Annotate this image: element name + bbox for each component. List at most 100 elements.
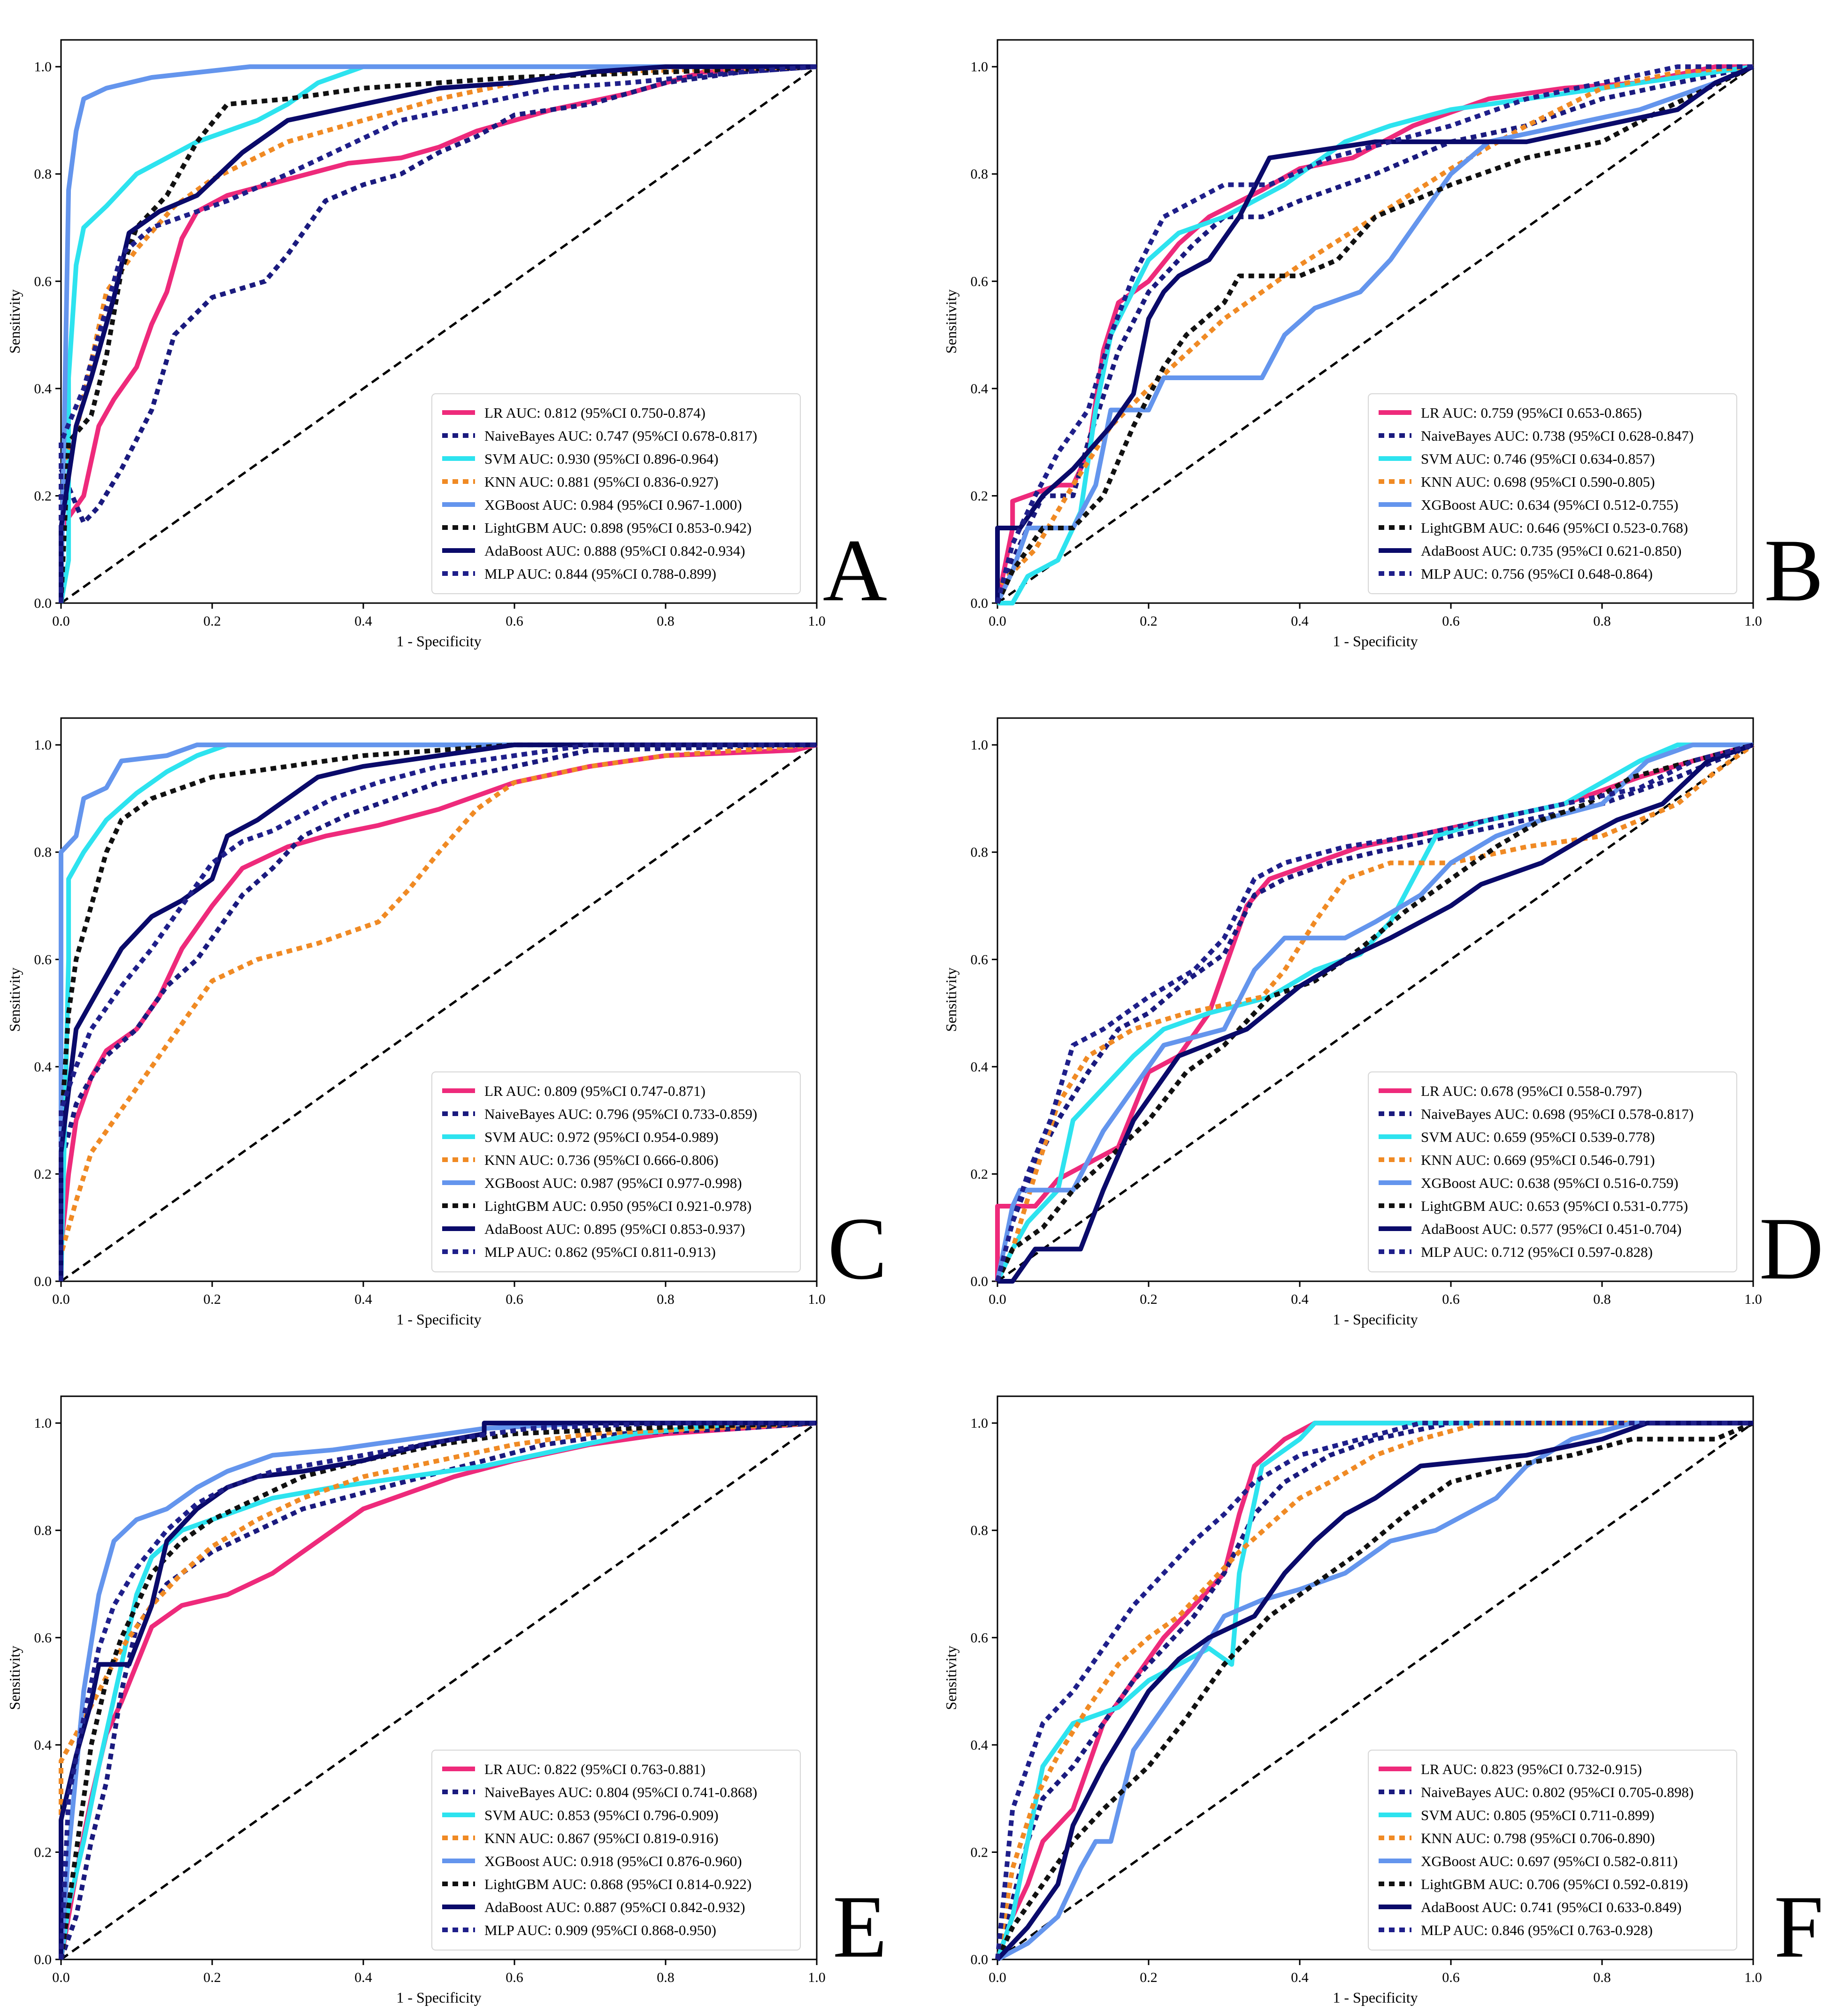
x-tick-label: 0.6	[506, 613, 523, 629]
x-tick-label: 0.0	[989, 1292, 1006, 1307]
x-tick-label: 0.8	[1593, 613, 1611, 629]
roc-curve-xgboost	[59, 1421, 817, 1960]
legend-entry: NaiveBayes AUC: 0.802 (95%CI 0.705-0.898…	[1421, 1784, 1694, 1800]
x-tick-label: 0.0	[52, 1292, 70, 1307]
legend: LR AUC: 0.809 (95%CI 0.747-0.871) NaiveBa…	[431, 1071, 801, 1272]
legend-entry: KNN AUC: 0.881 (95%CI 0.836-0.927)	[484, 474, 719, 490]
x-axis-label: 1 - Specificity	[396, 1311, 481, 1328]
panel-letter: E	[833, 1878, 887, 1976]
y-tick-label: 0.8	[34, 845, 52, 860]
y-tick-label: 0.0	[34, 596, 52, 611]
legend-box	[1368, 393, 1737, 594]
roc-curve-lightgbm	[59, 64, 817, 604]
legend-entry: AdaBoost AUC: 0.887 (95%CI 0.842-0.932)	[484, 1899, 745, 1915]
roc-curve-adaboost	[59, 742, 817, 1281]
roc-panel-f: 0.0 0.2 0.4 0.6 0.8 1.0 0.0 0.2 0.4 0.6 0.8 1.0 1 - …	[943, 1395, 1824, 2006]
roc-curve-lightgbm	[995, 64, 1755, 604]
x-tick-label: 1.0	[1744, 1292, 1762, 1307]
legend-entry: SVM AUC: 0.972 (95%CI 0.954-0.989)	[484, 1129, 719, 1145]
chance-diagonal	[997, 66, 1754, 604]
legend-entry: MLP AUC: 0.846 (95%CI 0.763-0.928)	[1421, 1922, 1653, 1938]
x-tick-label: 0.0	[989, 613, 1006, 629]
roc-curve-lr	[59, 742, 818, 1281]
legend-entry: LR AUC: 0.759 (95%CI 0.653-0.865)	[1421, 405, 1642, 421]
y-tick-label: 0.8	[34, 167, 52, 182]
roc-curve-knn	[995, 64, 1754, 603]
x-tick-label: 0.2	[1140, 1970, 1158, 1985]
legend-entry: XGBoost AUC: 0.634 (95%CI 0.512-0.755)	[1421, 497, 1679, 513]
y-tick-label: 0.4	[34, 381, 52, 397]
legend-entry: MLP AUC: 0.844 (95%CI 0.788-0.899)	[484, 566, 716, 582]
roc-curve-adaboost	[59, 64, 817, 603]
y-tick-label: 0.2	[971, 1844, 989, 1860]
roc-curve-mlp	[995, 742, 1754, 1282]
plot-frame	[997, 717, 1754, 1282]
legend-entry: LightGBM AUC: 0.868 (95%CI 0.814-0.922)	[484, 1876, 751, 1892]
roc-curve-lr	[995, 1421, 1753, 1960]
legend-box	[431, 1750, 801, 1951]
legend-entry: NaiveBayes AUC: 0.747 (95%CI 0.678-0.817…	[484, 428, 757, 444]
roc-curve-knn	[59, 742, 817, 1281]
y-axis-label: Sensitivity	[943, 968, 959, 1032]
x-tick-label: 0.6	[1442, 1970, 1460, 1985]
legend: LR AUC: 0.678 (95%CI 0.558-0.797) NaiveBa…	[1368, 1071, 1737, 1272]
x-tick-label: 0.6	[1442, 1292, 1460, 1307]
x-tick-label: 0.8	[657, 613, 675, 629]
roc-curve-naivebayes	[59, 64, 817, 603]
y-tick-label: 0.8	[971, 1523, 989, 1538]
roc-panel-c: 0.0 0.2 0.4 0.6 0.8 1.0 0.0 0.2 0.4 0.6 0.8 1.0 1 - …	[6, 717, 887, 1328]
legend-entry: MLP AUC: 0.712 (95%CI 0.597-0.828)	[1421, 1244, 1653, 1260]
roc-curve-svm	[995, 1421, 1753, 1960]
x-tick-label: 0.0	[52, 613, 70, 629]
legend-box	[1368, 1750, 1737, 1951]
chance-diagonal	[997, 744, 1754, 1283]
roc-panel-d: 0.0 0.2 0.4 0.6 0.8 1.0 0.0 0.2 0.4 0.6 0.8 1.0 1 - …	[943, 717, 1824, 1328]
roc-curve-naivebayes	[995, 1421, 1753, 1960]
legend-entry: KNN AUC: 0.736 (95%CI 0.666-0.806)	[484, 1152, 719, 1168]
chance-diagonal	[60, 1422, 818, 1961]
legend-entry: SVM AUC: 0.746 (95%CI 0.634-0.857)	[1421, 451, 1655, 467]
roc-curve-mlp	[995, 1421, 1753, 1960]
y-axis-label: Sensitivity	[6, 968, 23, 1032]
roc-curve-naivebayes	[59, 742, 817, 1281]
x-tick-label: 1.0	[808, 1970, 826, 1985]
y-tick-label: 0.0	[971, 596, 989, 611]
legend-entry: XGBoost AUC: 0.987 (95%CI 0.977-0.998)	[484, 1175, 742, 1191]
legend-entry: LR AUC: 0.823 (95%CI 0.732-0.915)	[1421, 1761, 1642, 1777]
x-tick-label: 0.2	[1140, 1292, 1158, 1307]
roc-panel-b: 0.0 0.2 0.4 0.6 0.8 1.0 0.0 0.2 0.4 0.6 0.8 1.0 1 - …	[943, 39, 1824, 650]
panel-letter: D	[1759, 1200, 1824, 1298]
legend-entry: AdaBoost AUC: 0.577 (95%CI 0.451-0.704)	[1421, 1221, 1681, 1237]
y-tick-label: 0.8	[971, 845, 989, 860]
roc-curve-xgboost	[995, 742, 1753, 1282]
legend-entry: KNN AUC: 0.669 (95%CI 0.546-0.791)	[1421, 1152, 1655, 1168]
legend: LR AUC: 0.759 (95%CI 0.653-0.865) NaiveBa…	[1368, 393, 1737, 594]
x-tick-label: 0.4	[1291, 613, 1309, 629]
panel-letter: C	[828, 1200, 887, 1298]
x-axis-label: 1 - Specificity	[396, 633, 481, 650]
y-tick-label: 0.0	[34, 1274, 52, 1289]
legend-entry: SVM AUC: 0.930 (95%CI 0.896-0.964)	[484, 451, 719, 467]
panel-letter: F	[1774, 1878, 1824, 1976]
legend-entry: LightGBM AUC: 0.706 (95%CI 0.592-0.819)	[1421, 1876, 1688, 1892]
legend-entry: MLP AUC: 0.756 (95%CI 0.648-0.864)	[1421, 566, 1653, 582]
legend-entry: AdaBoost AUC: 0.741 (95%CI 0.633-0.849)	[1421, 1899, 1681, 1915]
y-tick-label: 0.4	[971, 1737, 989, 1753]
legend-entry: LR AUC: 0.822 (95%CI 0.763-0.881)	[484, 1761, 705, 1777]
y-axis-label: Sensitivity	[6, 290, 23, 354]
y-tick-label: 0.2	[34, 1844, 52, 1860]
x-tick-label: 0.6	[506, 1292, 523, 1307]
legend-entry: AdaBoost AUC: 0.895 (95%CI 0.853-0.937)	[484, 1221, 745, 1237]
roc-curve-lr	[59, 64, 817, 603]
x-tick-label: 1.0	[808, 1292, 826, 1307]
x-tick-label: 0.2	[1140, 613, 1158, 629]
x-axis-label: 1 - Specificity	[1333, 1311, 1418, 1328]
roc-curve-knn	[59, 1421, 817, 1959]
legend-entry: MLP AUC: 0.909 (95%CI 0.868-0.950)	[484, 1922, 716, 1938]
roc-panel-a: 0.0 0.2 0.4 0.6 0.8 1.0 0.0 0.2 0.4 0.6 0.8 1.0 1 - …	[6, 39, 887, 650]
y-tick-label: 1.0	[971, 59, 989, 75]
x-axis-label: 1 - Specificity	[1333, 1989, 1418, 2006]
roc-curve-lightgbm	[995, 742, 1754, 1283]
